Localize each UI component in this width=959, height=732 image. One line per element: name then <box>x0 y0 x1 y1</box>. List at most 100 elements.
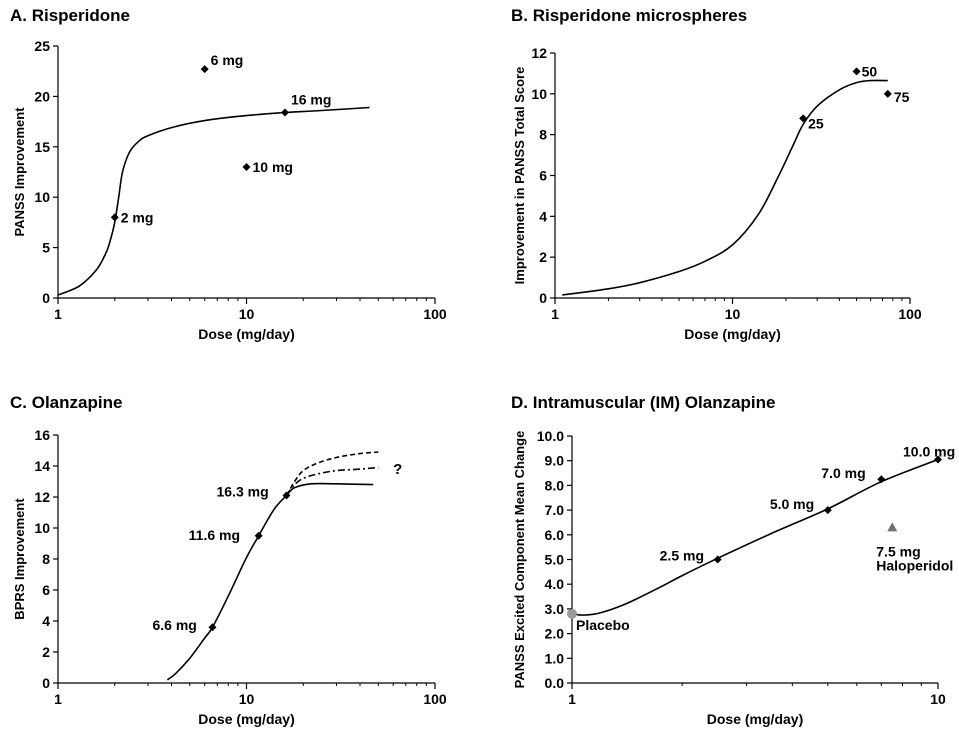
panel-a-title: A. Risperidone <box>10 6 130 25</box>
data-label: 75 <box>894 89 910 105</box>
y-tick-label: 10.0 <box>537 428 564 444</box>
data-label: 6.6 mg <box>152 617 196 633</box>
x-axis-label: Dose (mg/day) <box>707 711 803 727</box>
data-label: 25 <box>808 115 824 131</box>
y-tick-label: 9.0 <box>545 453 565 469</box>
fit-curve-solid <box>571 458 939 616</box>
y-tick-label: 8 <box>539 127 547 143</box>
y-tick-label: 25 <box>34 38 50 54</box>
y-tick-label: 0.0 <box>545 675 565 691</box>
data-point-diamond <box>282 491 291 500</box>
y-tick-label: 2 <box>539 249 547 265</box>
data-label: 16 mg <box>291 92 331 108</box>
y-tick-label: 15 <box>34 139 50 155</box>
y-tick-label: 20 <box>34 88 50 104</box>
data-label: 16.3 mg <box>216 483 268 499</box>
data-label: 10 mg <box>253 159 293 175</box>
chart-panel-2: 0 2 4 6 8 10 12 14 16 1 10 100 Dose (mg/day) BPRS Imp… <box>12 427 447 727</box>
y-axis-label: Improvement in PANSS Total Score <box>512 67 527 285</box>
data-point-diamond <box>208 623 217 632</box>
y-tick-label: 6.0 <box>545 527 565 543</box>
panel-d-title: D. Intramuscular (IM) Olanzapine <box>511 393 776 412</box>
y-tick-label: 14 <box>34 458 50 474</box>
y-tick-label: 5 <box>42 240 50 256</box>
y-tick-label: 4 <box>42 613 50 629</box>
data-label: 7.0 mg <box>821 465 865 481</box>
data-label: 10.0 mg <box>903 443 955 459</box>
y-tick-label: 3.0 <box>545 601 565 617</box>
y-tick-label: 1.0 <box>545 650 565 666</box>
panel-b-title: B. Risperidone microspheres <box>511 6 748 25</box>
data-point-diamond <box>883 89 892 98</box>
data-point-diamond <box>852 67 861 76</box>
data-point-diamond <box>110 213 119 222</box>
x-tick-label: 100 <box>423 691 447 707</box>
data-point-triangle <box>887 522 898 532</box>
x-tick-label: 10 <box>239 691 255 707</box>
data-point-diamond <box>254 531 263 540</box>
y-tick-label: 2 <box>42 644 50 660</box>
fit-curve-dashed <box>285 451 379 496</box>
data-point-diamond <box>200 65 209 74</box>
data-point-diamond <box>877 475 886 484</box>
x-tick-label: 1 <box>551 306 559 322</box>
y-tick-label: 0 <box>42 290 50 306</box>
chart-panel-3: 0.0 1.0 2.0 3.0 4.0 5.0 6.0 7.0 8.0 9.0 10.0 1 10 Dos… <box>512 428 955 727</box>
y-axis-label: PANSS Improvement <box>12 107 27 237</box>
y-tick-label: 5.0 <box>545 552 565 568</box>
x-tick-label: 1 <box>54 306 62 322</box>
annotation-text: ? <box>393 461 402 478</box>
y-tick-label: 10 <box>531 86 547 102</box>
data-label: Placebo <box>576 617 630 633</box>
data-label: 2 mg <box>121 209 154 225</box>
y-tick-label: 12 <box>34 489 50 505</box>
fit-curve-solid <box>57 106 370 296</box>
y-tick-label: 6 <box>539 168 547 184</box>
y-tick-label: 12 <box>531 45 547 61</box>
x-tick-label: 100 <box>898 306 922 322</box>
chart-panel-0: 0 5 10 15 20 25 1 10 100 Dose (mg/day) PANSS Impro… <box>12 38 447 342</box>
y-tick-label: 10 <box>34 189 50 205</box>
y-tick-label: 4 <box>539 208 547 224</box>
x-tick-label: 100 <box>423 306 447 322</box>
data-label: 11.6 mg <box>189 527 240 543</box>
data-point-diamond <box>713 555 722 564</box>
y-axis-label: PANSS Excited Component Mean Change <box>512 431 527 689</box>
data-point-diamond <box>934 455 942 464</box>
data-label-secondary: Haloperidol <box>876 557 953 573</box>
data-point-circle <box>567 608 577 619</box>
y-tick-label: 10 <box>34 520 50 536</box>
y-tick-label: 6 <box>42 582 50 598</box>
data-point-diamond <box>242 162 251 171</box>
x-tick-label: 1 <box>54 691 62 707</box>
y-axis-label: BPRS Improvement <box>12 498 27 620</box>
data-label: 2.5 mg <box>660 548 704 564</box>
chart-panel-1: 0 2 4 6 8 10 12 1 10 100 Dose (mg/day) Improvement … <box>512 45 922 342</box>
fit-curve-solid <box>166 482 374 681</box>
data-point-diamond <box>823 506 832 515</box>
x-tick-label: 10 <box>239 306 255 322</box>
y-tick-label: 8.0 <box>545 477 565 493</box>
y-tick-label: 7.0 <box>545 502 565 518</box>
y-tick-label: 8 <box>42 551 50 567</box>
data-point-diamond <box>799 114 808 123</box>
x-tick-label: 10 <box>725 306 741 322</box>
y-tick-label: 0 <box>539 290 547 306</box>
x-axis-label: Dose (mg/day) <box>198 326 294 342</box>
data-label: 5.0 mg <box>770 496 814 512</box>
fit-curve-dashdot <box>285 466 379 496</box>
y-tick-label: 0 <box>42 675 50 691</box>
y-tick-label: 16 <box>34 427 50 443</box>
data-label: 50 <box>862 63 878 79</box>
x-axis-label: Dose (mg/day) <box>198 711 294 727</box>
fit-curve-solid <box>562 79 888 296</box>
data-label: 6 mg <box>211 52 244 68</box>
y-tick-label: 2.0 <box>545 626 565 642</box>
data-point-diamond <box>280 108 289 117</box>
x-axis-label: Dose (mg/day) <box>684 326 780 342</box>
y-tick-label: 4.0 <box>545 576 565 592</box>
x-tick-label: 1 <box>568 691 576 707</box>
panel-c-title: C. Olanzapine <box>10 393 123 412</box>
data-label: 7.5 mg <box>876 543 920 559</box>
